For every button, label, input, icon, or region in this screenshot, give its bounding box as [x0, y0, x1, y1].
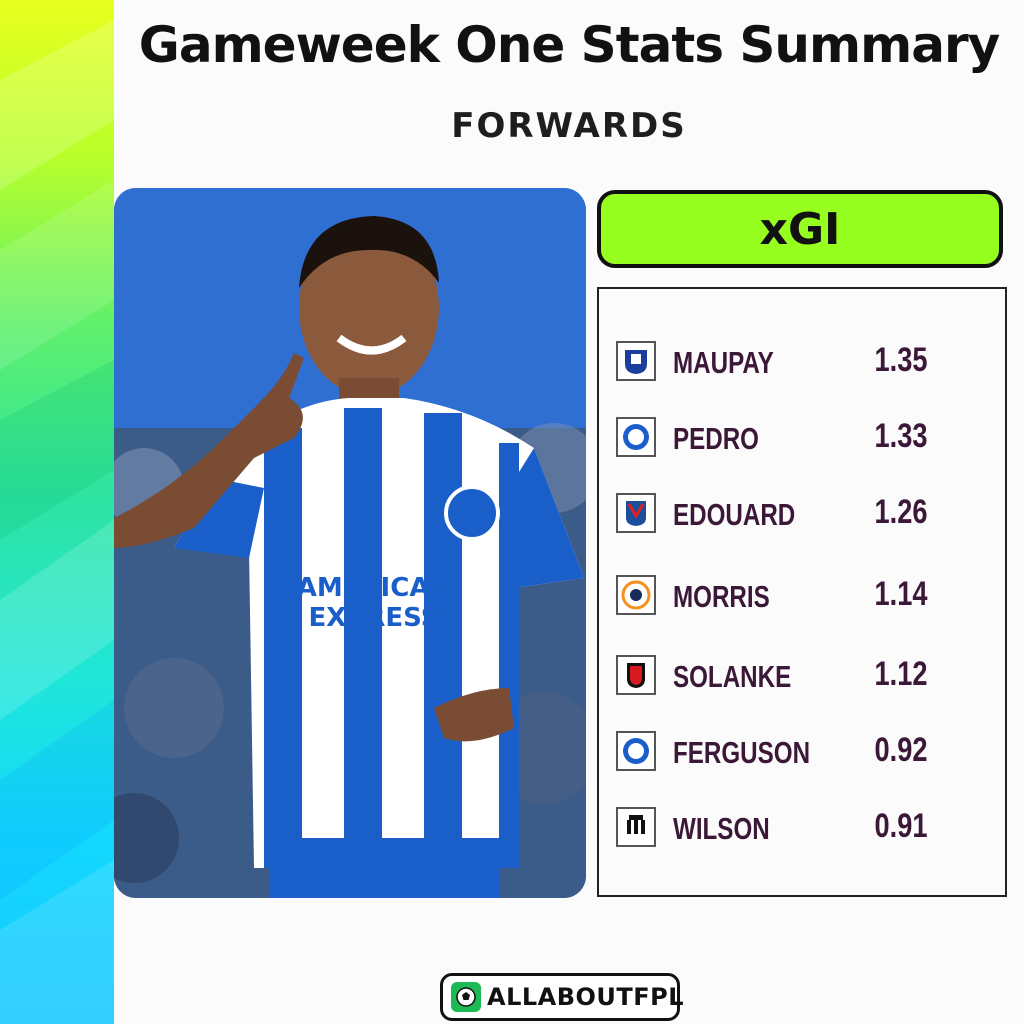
player-name: EDOUARD [673, 497, 796, 532]
list-item: PEDRO 1.33 [599, 411, 1005, 467]
list-item: MORRIS 1.14 [599, 569, 1005, 625]
list-item: MAUPAY 1.35 [599, 335, 1005, 391]
player-name: SOLANKE [673, 659, 792, 694]
player-name: MORRIS [673, 579, 770, 614]
player-name: PEDRO [673, 421, 759, 456]
bournemouth-crest-icon [616, 655, 656, 695]
player-value: 1.14 [874, 575, 928, 613]
football-icon [451, 982, 481, 1012]
decorative-gradient-strip [0, 0, 114, 1024]
page-title: Gameweek One Stats Summary [138, 16, 1000, 74]
brighton-crest-icon [616, 731, 656, 771]
ranking-list: MAUPAY 1.35 PEDRO 1.33 EDOUARD 1.26 MORR… [597, 287, 1007, 897]
brand-logo-text: ALLABOUTFPL [487, 983, 685, 1011]
player-photo: AMERICAN EXPRESS [114, 188, 586, 898]
everton-crest-icon [616, 341, 656, 381]
crystal-palace-crest-icon [616, 493, 656, 533]
list-item: EDOUARD 1.26 [599, 487, 1005, 543]
list-item: WILSON 0.91 [599, 801, 1005, 857]
player-photo-illustration: AMERICAN EXPRESS [114, 188, 586, 898]
position-subtitle: FORWARDS [451, 106, 687, 146]
player-value: 0.91 [874, 807, 928, 845]
player-name: MAUPAY [673, 345, 774, 380]
player-value: 1.12 [874, 655, 928, 693]
list-item: SOLANKE 1.12 [599, 649, 1005, 705]
player-value: 1.35 [874, 341, 928, 379]
player-name: WILSON [673, 811, 770, 846]
luton-town-crest-icon [616, 575, 656, 615]
list-item: FERGUSON 0.92 [599, 725, 1005, 781]
player-value: 0.92 [874, 731, 928, 769]
player-name: FERGUSON [673, 735, 811, 770]
shirt-sponsor-line2: EXPRESS [309, 603, 440, 633]
stat-header: xGI [597, 190, 1003, 268]
shirt-sponsor-line1: AMERICAN [297, 573, 451, 603]
brand-logo: ALLABOUTFPL [440, 973, 684, 1021]
player-value: 1.26 [874, 493, 928, 531]
brighton-crest-icon [616, 417, 656, 457]
player-value: 1.33 [874, 417, 928, 455]
newcastle-crest-icon [616, 807, 656, 847]
